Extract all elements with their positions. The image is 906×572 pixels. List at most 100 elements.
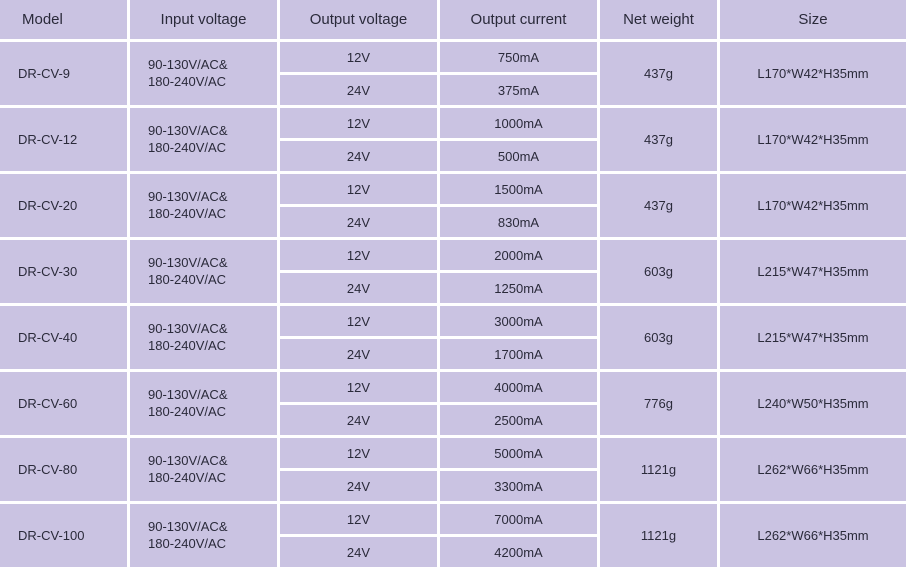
table-row: DR-CV-6090-130V/AC&180-240V/AC12V24V4000… [0,372,906,438]
cell-input: 90-130V/AC&180-240V/AC [130,240,280,306]
cell-output-current-2: 1250mA [440,273,597,306]
table-row: DR-CV-8090-130V/AC&180-240V/AC12V24V5000… [0,438,906,504]
cell-output-current: 7000mA4200mA [440,504,600,570]
cell-input-line2: 180-240V/AC [148,272,226,287]
cell-size: L170*W42*H35mm [720,108,906,174]
cell-input-line2: 180-240V/AC [148,338,226,353]
cell-output-current: 5000mA3300mA [440,438,600,504]
cell-input-line1: 90-130V/AC& [148,321,228,336]
cell-output-voltage-2: 24V [280,471,437,504]
cell-input-line1: 90-130V/AC& [148,189,228,204]
cell-output-voltage-1: 12V [280,306,437,339]
cell-output-current: 1000mA500mA [440,108,600,174]
cell-output-voltage: 12V24V [280,240,440,306]
cell-weight: 603g [600,306,720,372]
cell-output-voltage-2: 24V [280,537,437,570]
cell-output-voltage: 12V24V [280,306,440,372]
cell-output-voltage: 12V24V [280,42,440,108]
col-header-weight: Net weight [600,0,720,42]
cell-output-voltage: 12V24V [280,174,440,240]
cell-model: DR-CV-12 [0,108,130,174]
cell-output-voltage: 12V24V [280,438,440,504]
cell-output-voltage-1: 12V [280,372,437,405]
cell-model: DR-CV-40 [0,306,130,372]
cell-output-current-1: 7000mA [440,504,597,537]
cell-output-voltage-2: 24V [280,273,437,306]
cell-output-voltage-2: 24V [280,75,437,108]
cell-output-current-2: 3300mA [440,471,597,504]
table-row: DR-CV-20 90-130V/AC&180-240V/AC 12V24V1500… [0,174,906,240]
cell-output-current-2: 4200mA [440,537,597,570]
cell-input: 90-130V/AC&180-240V/AC [130,372,280,438]
cell-size: L262*W66*H35mm [720,438,906,504]
cell-output-current: 3000mA1700mA [440,306,600,372]
cell-output-voltage-2: 24V [280,207,437,240]
cell-input-line1: 90-130V/AC& [148,123,228,138]
cell-input: 90-130V/AC&180-240V/AC [130,108,280,174]
cell-output-current-1: 750mA [440,42,597,75]
cell-output-current-1: 3000mA [440,306,597,339]
cell-model: DR-CV-100 [0,504,130,570]
cell-model: DR-CV-20 [0,174,130,240]
cell-output-current-1: 2000mA [440,240,597,273]
cell-output-voltage-1: 12V [280,240,437,273]
table-row: DR-CV-4090-130V/AC&180-240V/AC12V24V3000… [0,306,906,372]
cell-size: L215*W47*H35mm [720,240,906,306]
cell-output-voltage-1: 12V [280,108,437,141]
cell-size: L240*W50*H35mm [720,372,906,438]
cell-output-current-2: 1700mA [440,339,597,372]
cell-output-voltage: 12V24V [280,372,440,438]
cell-output-voltage: 12V24V [280,504,440,570]
table-header-row: Model Input voltage Output voltage Outpu… [0,0,906,42]
cell-input-line2: 180-240V/AC [148,74,226,89]
cell-model: DR-CV-9 [0,42,130,108]
cell-output-voltage: 12V24V [280,108,440,174]
col-header-model: Model [0,0,130,42]
cell-input: 90-130V/AC&180-240V/AC [130,42,280,108]
cell-input-line1: 90-130V/AC& [148,387,228,402]
cell-output-current-2: 2500mA [440,405,597,438]
cell-size: L215*W47*H35mm [720,306,906,372]
cell-output-current: 1500mA830mA [440,174,600,240]
cell-output-current-1: 1500mA [440,174,597,207]
cell-weight: 1121g [600,504,720,570]
cell-output-voltage-1: 12V [280,42,437,75]
cell-weight: 437g [600,174,720,240]
cell-weight: 1121g [600,438,720,504]
cell-model: DR-CV-30 [0,240,130,306]
cell-output-current: 2000mA1250mA [440,240,600,306]
cell-input: 90-130V/AC&180-240V/AC [130,306,280,372]
spec-table: Model Input voltage Output voltage Outpu… [0,0,906,570]
cell-output-current-1: 4000mA [440,372,597,405]
cell-output-voltage-2: 24V [280,339,437,372]
cell-input-line1: 90-130V/AC& [148,255,228,270]
cell-input-line1: 90-130V/AC& [148,453,228,468]
table-row: DR-CV-990-130V/AC&180-240V/AC12V24V750mA… [0,42,906,108]
cell-input: 90-130V/AC&180-240V/AC [130,504,280,570]
cell-input-line2: 180-240V/AC [148,206,226,221]
cell-output-current-2: 500mA [440,141,597,174]
cell-model: DR-CV-60 [0,372,130,438]
table-row: DR-CV-10090-130V/AC&180-240V/AC12V24V700… [0,504,906,570]
cell-weight: 437g [600,42,720,108]
cell-output-current-2: 375mA [440,75,597,108]
cell-output-current-1: 1000mA [440,108,597,141]
cell-output-voltage-2: 24V [280,141,437,174]
cell-input: 90-130V/AC&180-240V/AC [130,438,280,504]
cell-output-current-1: 5000mA [440,438,597,471]
cell-output-current: 750mA375mA [440,42,600,108]
cell-weight: 776g [600,372,720,438]
cell-output-voltage-1: 12V [280,174,437,207]
cell-input-line2: 180-240V/AC [148,404,226,419]
col-header-size: Size [720,0,906,42]
col-header-input: Input voltage [130,0,280,42]
cell-output-voltage-1: 12V [280,504,437,537]
cell-input-line1: 90-130V/AC& [148,57,228,72]
cell-output-voltage-1: 12V [280,438,437,471]
cell-input-line2: 180-240V/AC [148,470,226,485]
col-header-voltage: Output voltage [280,0,440,42]
cell-input-line1: 90-130V/AC& [148,519,228,534]
cell-weight: 437g [600,108,720,174]
cell-input-line2: 180-240V/AC [148,536,226,551]
cell-output-current: 4000mA2500mA [440,372,600,438]
